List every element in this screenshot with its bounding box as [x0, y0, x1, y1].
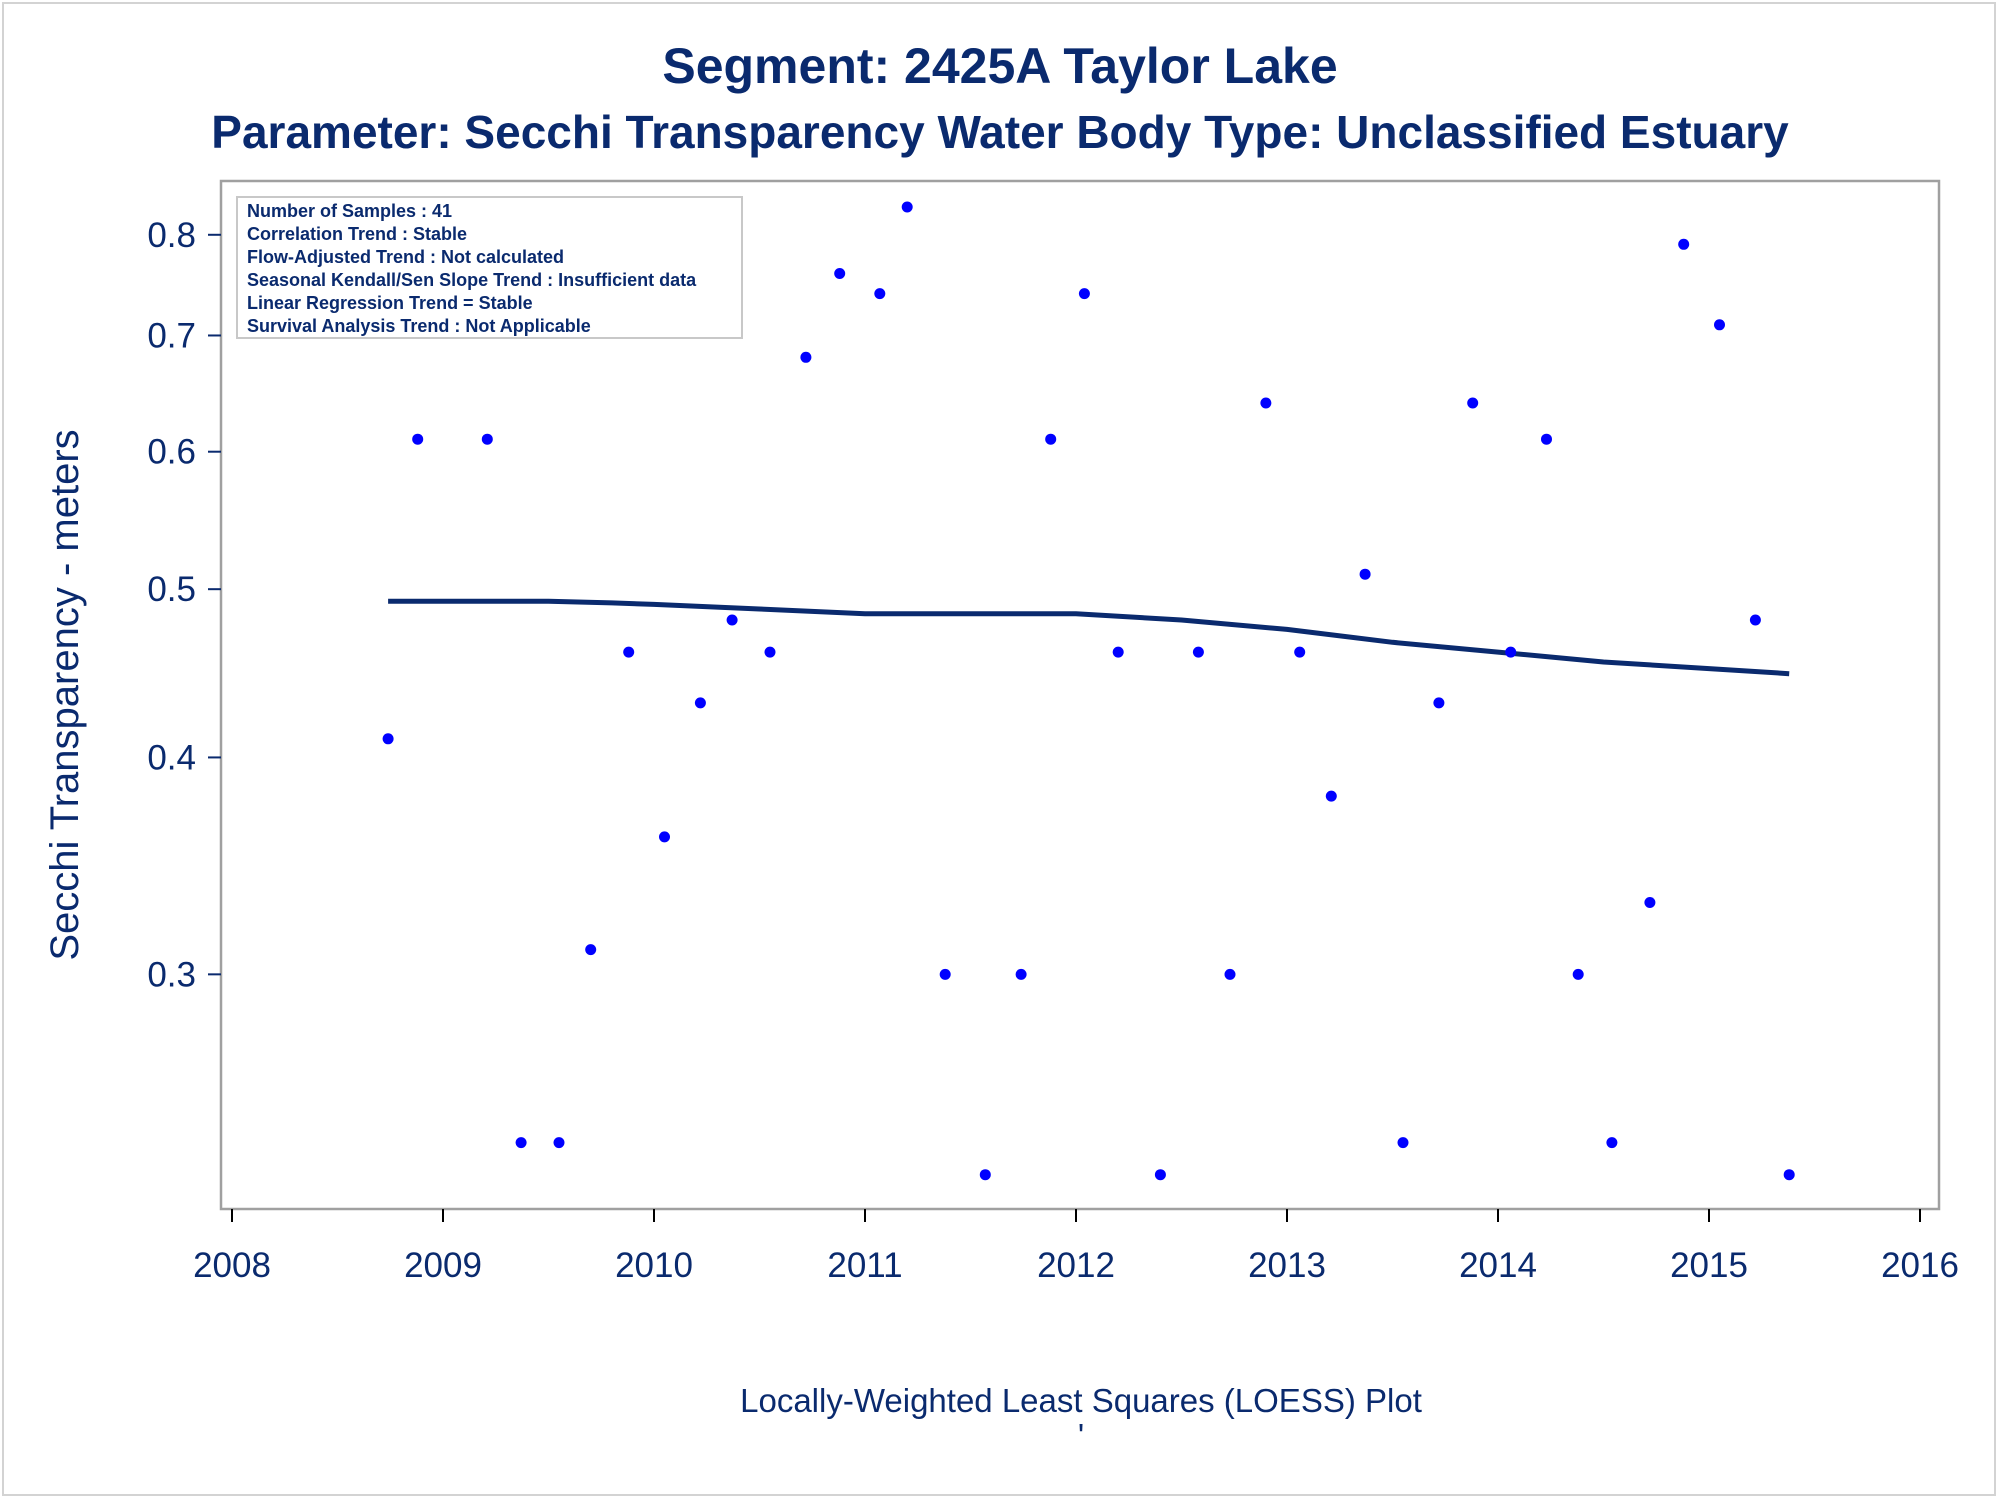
- data-point: [1714, 319, 1725, 331]
- loess-line-series: [388, 598, 1790, 677]
- data-point: [1192, 646, 1204, 658]
- data-point: [834, 268, 846, 279]
- x-tick-label: 2016: [1881, 1246, 1959, 1285]
- data-point: [1154, 1169, 1166, 1181]
- data-point: [1644, 897, 1656, 908]
- data-point: [1606, 1137, 1618, 1149]
- data-point: [1260, 397, 1272, 409]
- data-point: [659, 831, 670, 843]
- x-tick-label: 2015: [1670, 1246, 1748, 1285]
- data-point: [1433, 697, 1445, 709]
- data-point: [1678, 238, 1690, 250]
- data-point: [939, 968, 951, 980]
- y-axis-label: Secchi Transparency - meters: [43, 429, 87, 960]
- data-point: [585, 944, 597, 956]
- data-point: [694, 697, 706, 709]
- data-point: [800, 351, 812, 363]
- scatter-points-series: [382, 201, 1795, 1181]
- data-point: [874, 288, 886, 300]
- data-point: [1397, 1137, 1409, 1149]
- data-point: [901, 201, 913, 213]
- stats-seasonal-kendall-trend: Seasonal Kendall/Sen Slope Trend : Insuf…: [247, 270, 697, 290]
- data-point: [515, 1137, 527, 1149]
- footnote-mark: ': [1078, 1417, 1084, 1454]
- data-point: [481, 433, 493, 445]
- stats-box: Number of Samples : 41 Correlation Trend…: [236, 196, 743, 339]
- x-tick-label: 2011: [827, 1246, 902, 1285]
- data-point: [412, 433, 424, 445]
- data-point: [1541, 433, 1552, 445]
- x-axis: 2008 2009 2010 2011 2012 2013 2014 2015 2016: [193, 1209, 1959, 1285]
- data-point: [1078, 288, 1090, 300]
- data-point: [726, 614, 738, 626]
- stats-box-border: [236, 196, 743, 339]
- x-tick-label: 2008: [193, 1246, 271, 1285]
- data-point: [553, 1137, 565, 1149]
- data-point: [1015, 968, 1027, 980]
- stats-linear-regression-trend: Linear Regression Trend = Stable: [247, 293, 533, 313]
- data-point: [623, 646, 635, 658]
- y-tick-label: 0.8: [147, 216, 196, 255]
- y-tick-label: 0.5: [147, 570, 196, 609]
- data-point: [1467, 397, 1479, 409]
- stats-correlation-trend: Correlation Trend : Stable: [247, 224, 467, 244]
- x-tick-label: 2013: [1248, 1246, 1326, 1285]
- loess-line: [388, 598, 1790, 677]
- data-point: [382, 733, 394, 745]
- y-tick-label: 0.6: [147, 433, 196, 472]
- data-point: [1112, 646, 1124, 658]
- chart-title: Segment: 2425A Taylor Lake: [662, 38, 1337, 94]
- data-point: [1359, 568, 1371, 580]
- y-axis: 0.3 0.4 0.5 0.6 0.7 0.8: [147, 216, 221, 994]
- stats-samples: Number of Samples : 41: [247, 201, 452, 221]
- x-tick-label: 2012: [1037, 1246, 1115, 1285]
- y-tick-label: 0.7: [147, 316, 196, 355]
- x-tick-label: 2010: [615, 1246, 693, 1285]
- data-point: [1325, 790, 1337, 802]
- data-point: [1749, 614, 1761, 626]
- y-tick-label: 0.4: [147, 738, 196, 777]
- data-point: [764, 646, 776, 658]
- y-tick-label: 0.3: [147, 955, 196, 994]
- x-tick-label: 2014: [1459, 1246, 1537, 1285]
- data-point: [1505, 646, 1517, 658]
- x-tick-label: 2009: [404, 1246, 482, 1285]
- data-point: [1045, 433, 1057, 445]
- stats-flow-adjusted-trend: Flow-Adjusted Trend : Not calculated: [247, 247, 564, 267]
- plot-type-footnote: Locally-Weighted Least Squares (LOESS) P…: [740, 1382, 1422, 1419]
- plot-area: [219, 179, 1941, 1211]
- stats-survival-analysis-trend: Survival Analysis Trend : Not Applicable: [247, 316, 591, 336]
- chart-subtitle: Parameter: Secchi Transparency Water Bod…: [211, 106, 1789, 158]
- data-point: [1294, 646, 1306, 658]
- data-point: [1572, 968, 1584, 980]
- data-point: [1783, 1169, 1795, 1181]
- data-point: [979, 1169, 991, 1181]
- data-point: [1224, 968, 1236, 980]
